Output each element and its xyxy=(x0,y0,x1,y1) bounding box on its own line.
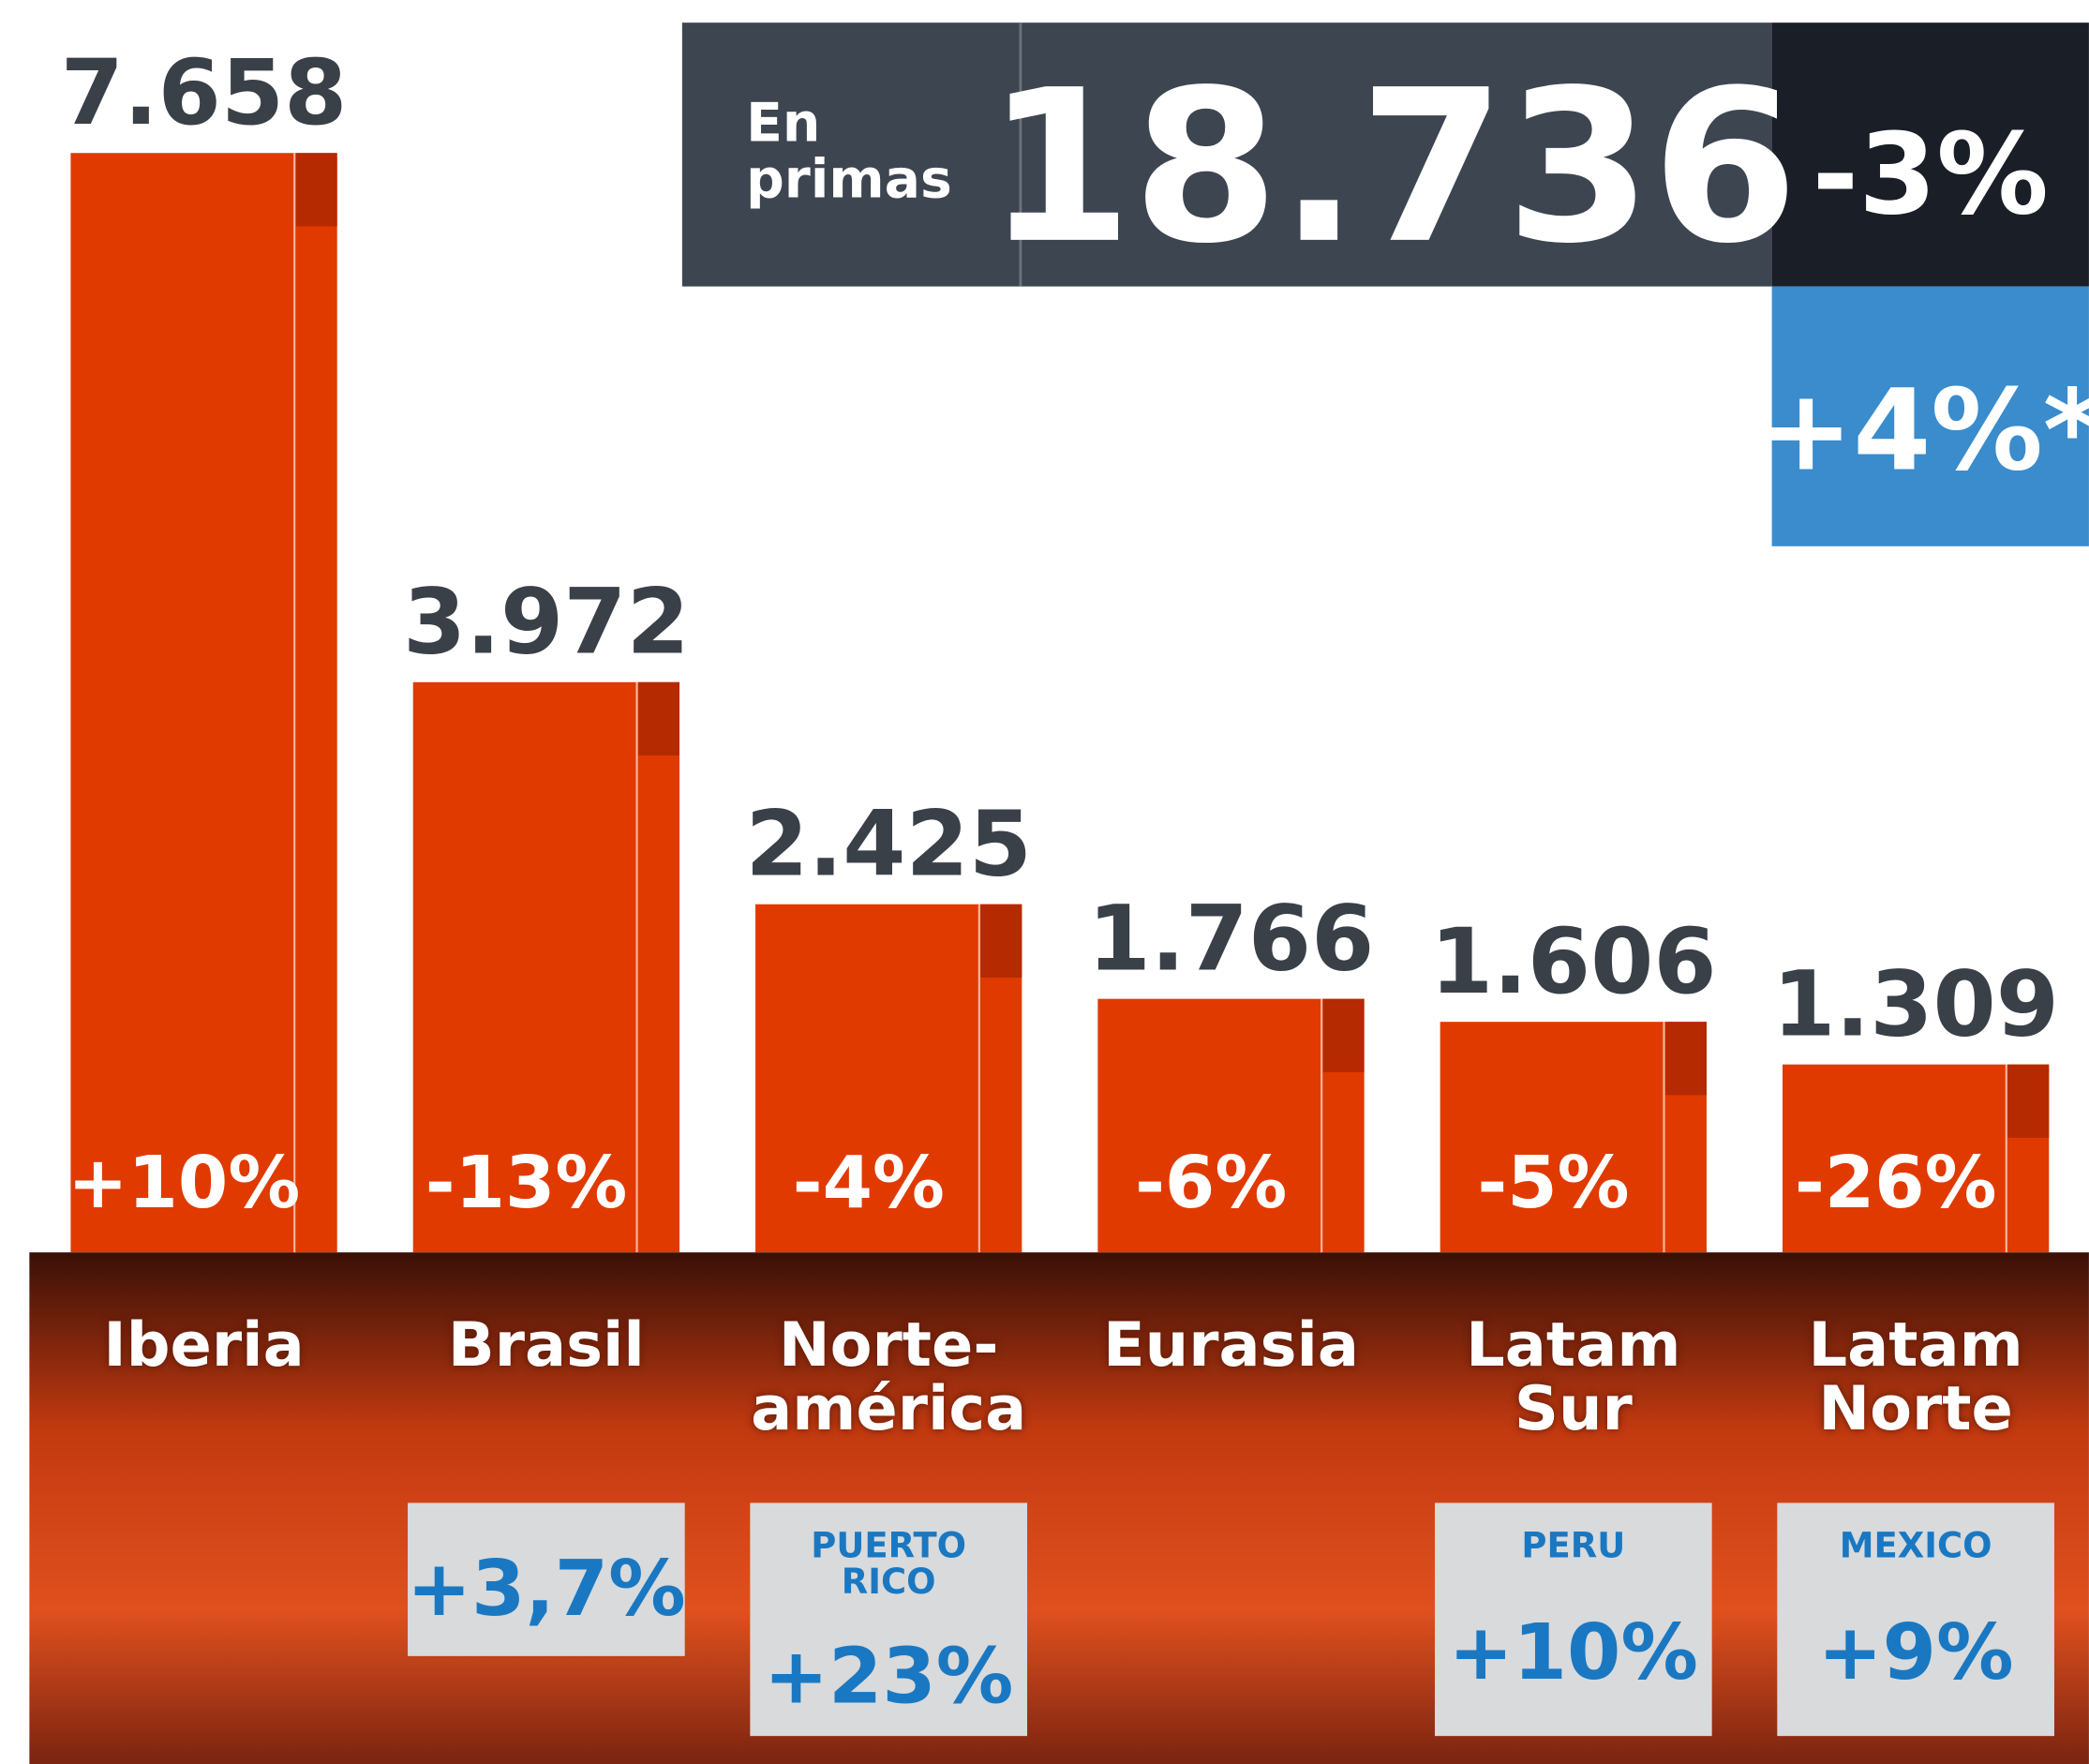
category-label-box: Latam Norte xyxy=(1808,1312,2023,1445)
highlight-country: MÉXICO xyxy=(1839,1529,1992,1567)
highlight-country-box: PERÚ xyxy=(1521,1529,1626,1567)
bar-cap xyxy=(1322,998,1365,1072)
bar xyxy=(1782,1064,2050,1253)
highlight-value: +10% xyxy=(1449,1607,1698,1697)
change-label: -13% xyxy=(425,1142,628,1225)
photo-band xyxy=(29,1252,2089,1764)
highlight-box xyxy=(1434,1502,1712,1737)
category-label: Norte- américa xyxy=(751,1312,1027,1445)
category-label-box: Eurasia xyxy=(1102,1312,1360,1381)
change-label: +10% xyxy=(67,1142,300,1225)
category-label: Latam Norte xyxy=(1808,1312,2023,1445)
bar xyxy=(1440,1022,1707,1253)
value-label: 7.658 xyxy=(61,39,348,145)
bar xyxy=(755,904,1022,1253)
category-label-box: Norte- américa xyxy=(751,1312,1027,1445)
bar xyxy=(412,681,680,1253)
value-label: 1.606 xyxy=(1430,908,1717,1014)
total-label: En primas xyxy=(746,96,952,211)
highlight-country: PERÚ xyxy=(1521,1529,1626,1567)
highlight-box xyxy=(408,1502,685,1656)
bar-cap xyxy=(2007,1064,2050,1138)
category-label-box: Latam Sur xyxy=(1466,1312,1681,1445)
value-label: 1.766 xyxy=(1088,885,1375,991)
highlight-value: +9% xyxy=(1818,1607,2014,1697)
category-label: Eurasia xyxy=(1102,1312,1360,1381)
total-label-box: En primas xyxy=(746,96,952,211)
bar-cap xyxy=(295,153,337,227)
bar-cap xyxy=(637,681,680,755)
bar xyxy=(70,153,337,1253)
highlight-value: +23% xyxy=(764,1632,1013,1722)
change-label: -6% xyxy=(1135,1142,1287,1225)
category-label: Iberia xyxy=(103,1312,305,1381)
total-box xyxy=(681,22,1772,287)
adjusted-change: +4%* xyxy=(1759,366,2089,496)
highlight-country-box: PUERTO RICO xyxy=(811,1529,967,1604)
bar-cap xyxy=(1664,1022,1707,1096)
value-label: 1.309 xyxy=(1772,950,2059,1056)
highlight-box xyxy=(750,1502,1028,1737)
highlight-country-box: MÉXICO xyxy=(1839,1529,1992,1567)
category-label-box: Brasil xyxy=(447,1312,645,1381)
total-value: 18.736 xyxy=(986,45,1798,290)
category-label: Brasil xyxy=(447,1312,645,1381)
bar xyxy=(1097,998,1365,1253)
change-box xyxy=(1771,22,2089,287)
value-label: 2.425 xyxy=(745,790,1032,896)
change-label: -4% xyxy=(793,1142,945,1225)
value-label: 3.972 xyxy=(403,569,690,675)
category-label: Latam Sur xyxy=(1466,1312,1681,1445)
total-change: -3% xyxy=(1813,110,2049,240)
category-label-box: Iberia xyxy=(103,1312,305,1381)
bar-cap xyxy=(980,904,1022,978)
highlight-box xyxy=(1777,1502,2054,1737)
highlight-country: PUERTO RICO xyxy=(811,1529,967,1604)
highlight-value: +3,7% xyxy=(407,1544,686,1634)
change-label: -26% xyxy=(1795,1142,1997,1225)
change-label: -5% xyxy=(1477,1142,1629,1225)
adjusted-change-box xyxy=(1771,286,2089,546)
